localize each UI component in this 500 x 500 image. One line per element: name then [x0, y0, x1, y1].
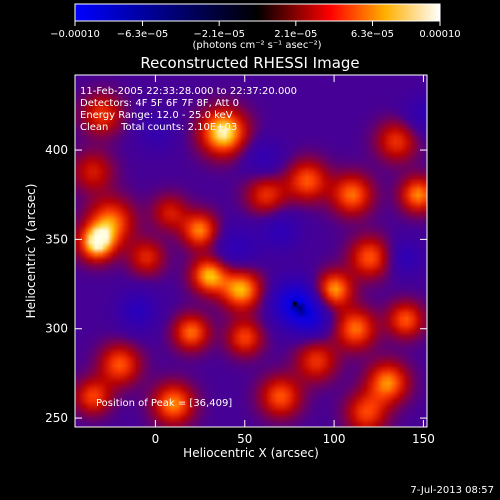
colorbar-tick-label: −2.1e−05	[193, 29, 245, 40]
heatmap-image	[75, 75, 427, 427]
footer-date: 7-Jul-2013 08:57	[410, 485, 494, 496]
colorbar-tick-label: −0.00010	[50, 29, 100, 40]
plot-frame	[74, 74, 428, 428]
colorbar-tick-label: 6.3e−05	[351, 29, 394, 40]
chart-title: Reconstructed RHESSI Image	[140, 54, 359, 72]
y-tick-label: 300	[45, 322, 68, 336]
colorbar-tick-label: 2.1e−05	[274, 29, 317, 40]
y-tick-label: 350	[45, 232, 68, 246]
x-axis-ticks: 0 50 100 150	[152, 75, 435, 446]
y-tick-label: 250	[45, 411, 68, 425]
colorbar-tick-label: −6.3e−05	[117, 29, 169, 40]
colorbar-tick-label: 0.00010	[419, 29, 460, 40]
y-axis-label: Heliocentric Y (arcsec)	[24, 184, 38, 319]
info-line-4: Clean Total counts: 2.10E+03	[80, 122, 238, 133]
x-tick-label: 0	[152, 432, 160, 446]
info-line-1: 11-Feb-2005 22:33:28.000 to 22:37:20.000	[80, 86, 298, 97]
y-tick-label: 400	[45, 143, 68, 157]
peak-position-label: Position of Peak = [36,409]	[96, 398, 233, 409]
x-tick-label: 50	[237, 432, 252, 446]
y-axis-ticks: 250 300 350 400	[45, 143, 427, 425]
peak-marker	[292, 301, 297, 306]
colorbar	[74, 3, 441, 22]
colorbar-unit-label: (photons cm⁻² s⁻¹ asec⁻²)	[192, 40, 321, 51]
colorbar-ticks: −0.00010 −6.3e−05 −2.1e−05 2.1e−05 6.3e−05 0.…	[50, 21, 461, 40]
info-line-2: Detectors: 4F 5F 6F 7F 8F, Att 0	[80, 98, 240, 109]
x-tick-label: 100	[323, 432, 346, 446]
x-axis-label: Heliocentric X (arcsec)	[183, 446, 319, 460]
info-line-3: Energy Range: 12.0 - 25.0 keV	[80, 110, 233, 121]
x-tick-label: 150	[412, 432, 435, 446]
